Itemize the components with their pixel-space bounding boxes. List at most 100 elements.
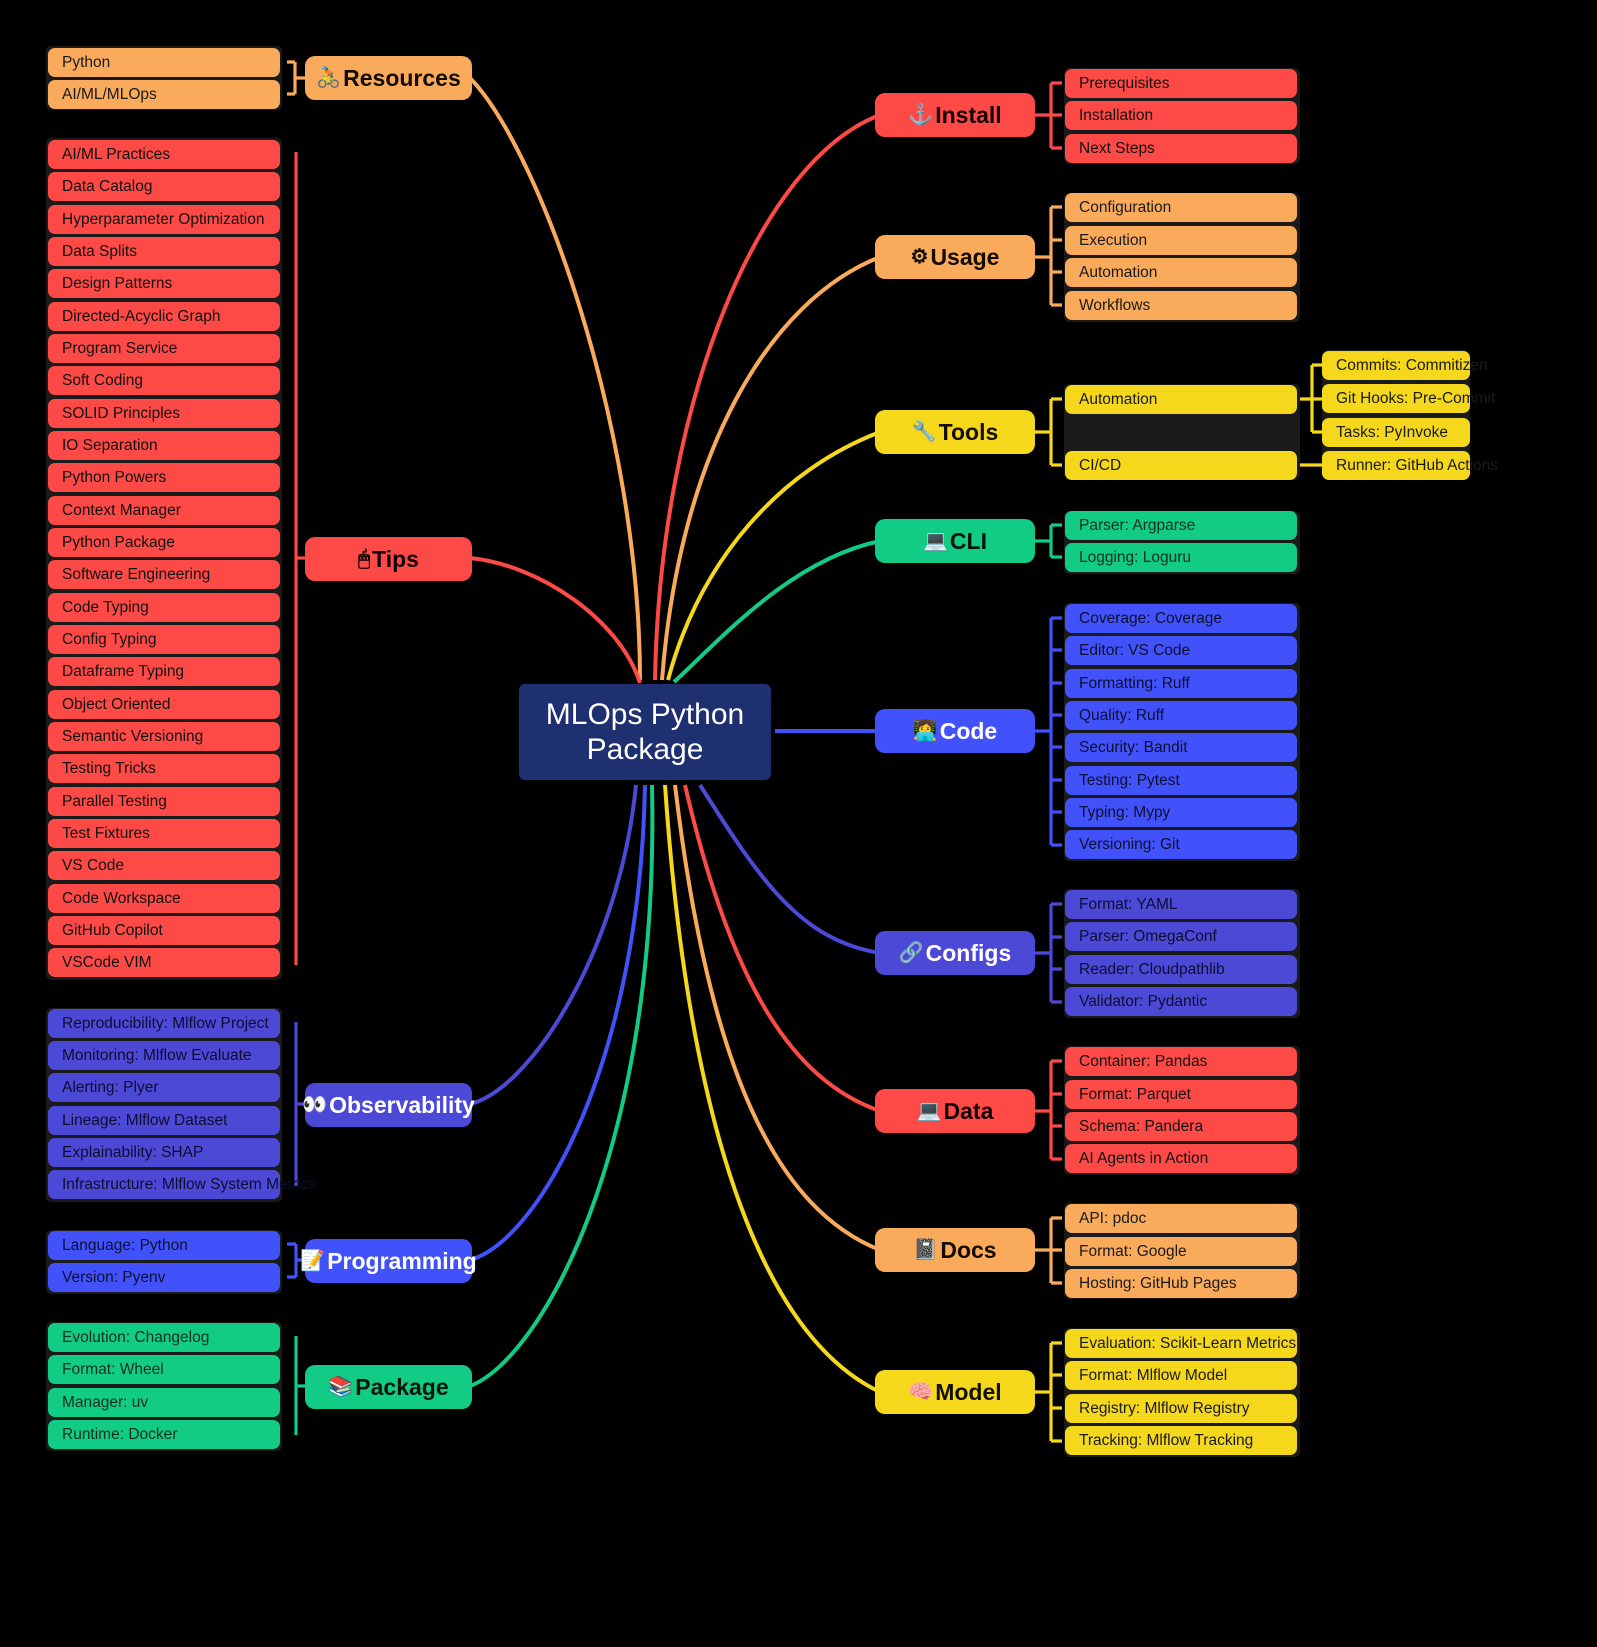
branch-package[interactable]: 📚 Package [305,1365,472,1409]
leaf-code-6[interactable]: Typing: Mypy [1065,798,1297,827]
leaf-tips-7[interactable]: Soft Coding [48,366,280,395]
group-pane-observability [46,1008,282,1202]
branch-model[interactable]: 🧠 Model [875,1370,1035,1414]
leaf-docs-0[interactable]: API: pdoc [1065,1204,1297,1233]
leaf-tips-10[interactable]: Python Powers [48,463,280,492]
branch-code[interactable]: 👩‍💻 Code [875,709,1035,753]
leaf-docs-1[interactable]: Format: Google [1065,1237,1297,1266]
leaf-code-5[interactable]: Testing: Pytest [1065,766,1297,795]
leaf-tips-24[interactable]: GitHub Copilot [48,916,280,945]
leaf-data-2[interactable]: Schema: Pandera [1065,1112,1297,1141]
leaf-programming-1[interactable]: Version: Pyenv [48,1263,280,1292]
leaf-tips-9[interactable]: IO Separation [48,431,280,460]
leaf-data-1[interactable]: Format: Parquet [1065,1080,1297,1109]
leaf-model-3[interactable]: Tracking: Mlflow Tracking [1065,1426,1297,1455]
branch-cli[interactable]: 💻 CLI [875,519,1035,563]
leaf-tools-automation[interactable]: Automation [1065,385,1297,414]
leaf-install-0[interactable]: Prerequisites [1065,69,1297,98]
leaf-configs-2[interactable]: Reader: Cloudpathlib [1065,955,1297,984]
branch-docs[interactable]: 📓 Docs [875,1228,1035,1272]
leaf-resources-0[interactable]: Python [48,48,280,77]
leaf-usage-3[interactable]: Workflows [1065,291,1297,320]
leaf-tools-cicd[interactable]: CI/CD [1065,451,1297,480]
leaf-label: Runtime: Docker [62,1425,178,1443]
leaf-package-2[interactable]: Manager: uv [48,1388,280,1417]
leaf-tools-automation-0[interactable]: Commits: Commitizen [1322,351,1488,380]
leaf-package-3[interactable]: Runtime: Docker [48,1420,280,1449]
leaf-observability-1[interactable]: Monitoring: Mlflow Evaluate [48,1041,280,1070]
leaf-usage-2[interactable]: Automation [1065,258,1297,287]
leaf-label: AI Agents in Action [1079,1149,1209,1167]
leaf-cli-1[interactable]: Logging: Loguru [1065,543,1297,572]
leaf-resources-1[interactable]: AI/ML/MLOps [48,80,280,109]
leaf-tips-16[interactable]: Dataframe Typing [48,657,280,686]
leaf-data-0[interactable]: Container: Pandas [1065,1047,1297,1076]
leaf-tips-15[interactable]: Config Typing [48,625,280,654]
leaf-tips-6[interactable]: Program Service [48,334,280,363]
leaf-observability-5[interactable]: Infrastructure: Mlflow System Metrics [48,1170,316,1199]
leaf-tips-17[interactable]: Object Oriented [48,690,280,719]
branch-install[interactable]: ⚓ Install [875,93,1035,137]
leaf-code-3[interactable]: Quality: Ruff [1065,701,1297,730]
leaf-tools-cicd-0[interactable]: Runner: GitHub Actions [1322,451,1498,480]
leaf-tips-18[interactable]: Semantic Versioning [48,722,280,751]
leaf-model-0[interactable]: Evaluation: Scikit-Learn Metrics [1065,1329,1297,1358]
leaf-tools-automation-1[interactable]: Git Hooks: Pre-Commit [1322,384,1495,413]
branch-data[interactable]: 💻 Data [875,1089,1035,1133]
leaf-code-0[interactable]: Coverage: Coverage [1065,604,1297,633]
leaf-label: IO Separation [62,436,158,454]
leaf-package-1[interactable]: Format: Wheel [48,1355,280,1384]
branch-programming[interactable]: 📝 Programming [300,1239,477,1283]
leaf-install-1[interactable]: Installation [1065,101,1297,130]
branch-tools[interactable]: 🔧 Tools [875,410,1035,454]
leaf-tools-automation-2[interactable]: Tasks: PyInvoke [1322,418,1470,447]
branch-tips[interactable]: 🖱 Tips [305,537,472,581]
leaf-code-1[interactable]: Editor: VS Code [1065,636,1297,665]
leaf-tips-19[interactable]: Testing Tricks [48,754,280,783]
leaf-label: Reproducibility: Mlflow Project [62,1014,269,1032]
leaf-tips-13[interactable]: Software Engineering [48,560,280,589]
leaf-tips-1[interactable]: Data Catalog [48,172,280,201]
leaf-tips-12[interactable]: Python Package [48,528,280,557]
leaf-tips-25[interactable]: VSCode VIM [48,948,280,977]
leaf-observability-3[interactable]: Lineage: Mlflow Dataset [48,1106,280,1135]
leaf-data-3[interactable]: AI Agents in Action [1065,1144,1297,1173]
leaf-configs-1[interactable]: Parser: OmegaConf [1065,922,1297,951]
leaf-usage-1[interactable]: Execution [1065,226,1297,255]
leaf-install-2[interactable]: Next Steps [1065,134,1297,163]
leaf-configs-0[interactable]: Format: YAML [1065,890,1297,919]
leaf-tips-8[interactable]: SOLID Principles [48,399,280,428]
branch-resources[interactable]: 🚴 Resources [305,56,472,100]
leaf-cli-0[interactable]: Parser: Argparse [1065,511,1297,540]
leaf-tips-2[interactable]: Hyperparameter Optimization [48,205,280,234]
leaf-tips-20[interactable]: Parallel Testing [48,787,280,816]
leaf-observability-4[interactable]: Explainability: SHAP [48,1138,280,1167]
branch-usage[interactable]: ⚙ Usage [875,235,1035,279]
leaf-programming-0[interactable]: Language: Python [48,1231,280,1260]
leaf-configs-3[interactable]: Validator: Pydantic [1065,987,1297,1016]
branch-configs[interactable]: 🔗 Configs [875,931,1035,975]
leaf-model-1[interactable]: Format: Mlflow Model [1065,1361,1297,1390]
leaf-observability-2[interactable]: Alerting: Plyer [48,1073,280,1102]
leaf-tips-11[interactable]: Context Manager [48,496,280,525]
root-node[interactable]: MLOps Python Package [519,684,771,780]
branch-model-label: Model [935,1378,1002,1405]
leaf-code-4[interactable]: Security: Bandit [1065,733,1297,762]
leaf-usage-0[interactable]: Configuration [1065,193,1297,222]
leaf-code-2[interactable]: Formatting: Ruff [1065,669,1297,698]
leaf-docs-2[interactable]: Hosting: GitHub Pages [1065,1269,1297,1298]
leaf-tips-4[interactable]: Design Patterns [48,269,280,298]
leaf-observability-0[interactable]: Reproducibility: Mlflow Project [48,1009,280,1038]
leaf-tips-3[interactable]: Data Splits [48,237,280,266]
leaf-tips-0[interactable]: AI/ML Practices [48,140,280,169]
leaf-package-0[interactable]: Evolution: Changelog [48,1323,280,1352]
leaf-tips-21[interactable]: Test Fixtures [48,819,280,848]
leaf-tips-23[interactable]: Code Workspace [48,884,280,913]
leaf-label: Container: Pandas [1079,1052,1208,1070]
leaf-model-2[interactable]: Registry: Mlflow Registry [1065,1394,1297,1423]
leaf-tips-14[interactable]: Code Typing [48,593,280,622]
leaf-code-7[interactable]: Versioning: Git [1065,830,1297,859]
branch-observability[interactable]: 👀 Observability [302,1083,475,1127]
leaf-tips-5[interactable]: Directed-Acyclic Graph [48,302,280,331]
leaf-tips-22[interactable]: VS Code [48,851,280,880]
